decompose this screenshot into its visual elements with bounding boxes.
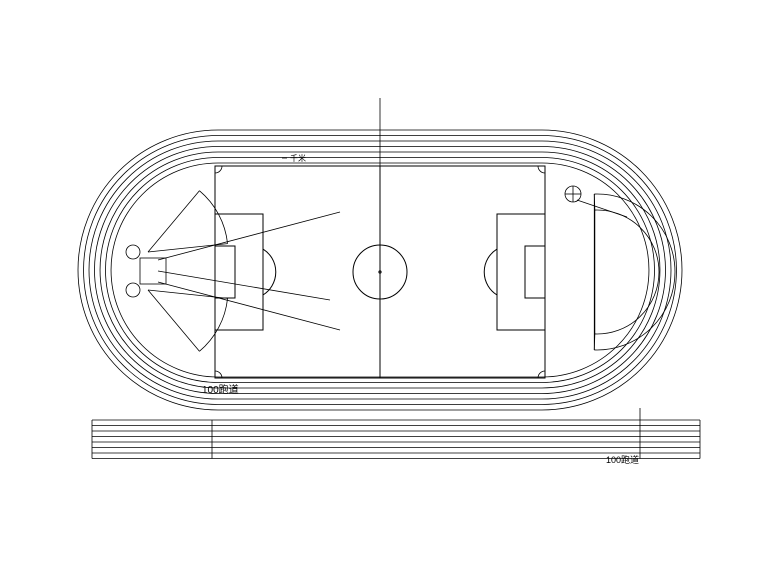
- : [215, 166, 222, 173]
- : [594, 194, 675, 350]
- penalty-arc-left: [263, 249, 276, 295]
- : [595, 210, 659, 334]
- svg-text:100跑道: 100跑道: [202, 383, 239, 396]
- : [538, 166, 545, 173]
- : [199, 298, 227, 351]
- svg-text:100跑道: 100跑道: [606, 454, 639, 465]
- svg-text:千米: 千米: [290, 153, 306, 163]
- : [199, 191, 227, 244]
- penalty-arc-right: [484, 249, 497, 295]
- stadium-plan: 100跑道 100跑道 千米: [0, 0, 760, 570]
